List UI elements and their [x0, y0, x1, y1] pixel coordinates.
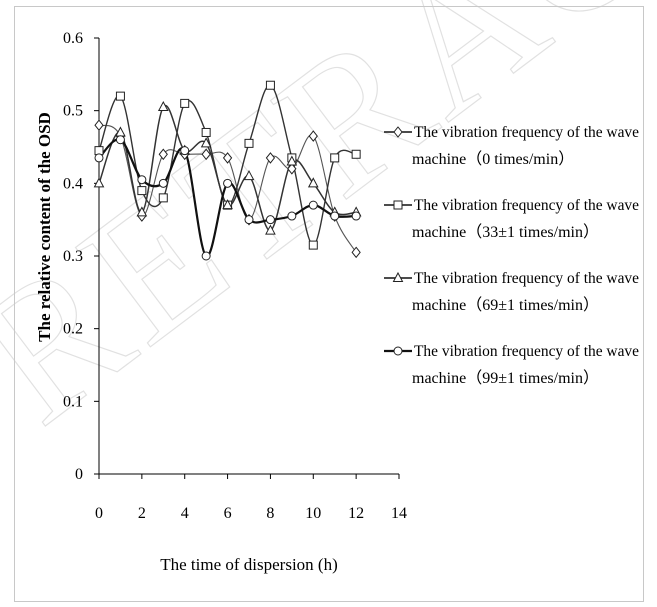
legend-marker-diamond [393, 126, 403, 138]
data-point-circle [244, 215, 254, 225]
legend-marker-square [393, 200, 403, 210]
data-point-triangle [157, 100, 169, 112]
legend-entry-line2: machine（0 times/min） [412, 150, 574, 168]
data-point-triangle [307, 177, 319, 188]
data-point-diamond [158, 148, 168, 161]
x-tick-label: 4 [181, 505, 189, 522]
data-point-triangle [222, 199, 233, 210]
data-point-circle [115, 135, 125, 145]
legend-entry-line1: The vibration frequency of the wave [414, 124, 639, 141]
data-point-diamond [308, 130, 318, 142]
data-point-diamond [265, 152, 276, 164]
data-point-circle [137, 175, 147, 185]
data-point-square [137, 186, 147, 196]
data-point-triangle [136, 206, 148, 217]
data-point-triangle [93, 177, 105, 188]
data-point-circle [201, 251, 211, 261]
data-point-triangle [286, 155, 298, 166]
data-point-diamond [287, 162, 297, 175]
legend-entry-line1: The vibration frequency of the wave [414, 197, 639, 214]
data-point-circle [158, 178, 168, 188]
data-point-square [244, 138, 254, 148]
data-point-diamond [94, 119, 104, 132]
y-tick-label: 0.5 [63, 103, 83, 120]
data-point-square [308, 240, 318, 250]
data-point-square [265, 80, 275, 90]
x-axis-label: The time of dispersion (h) [160, 555, 338, 574]
legend-entry-line1: The vibration frequency of the wave [414, 270, 639, 287]
legend-marker-triangle [392, 271, 404, 282]
data-point-circle [94, 153, 104, 163]
legend-marker-circle [393, 346, 403, 356]
data-point-diamond [351, 246, 361, 259]
x-tick-label: 14 [391, 505, 407, 522]
y-tick-label: 0.3 [63, 248, 83, 265]
legend-entry-line2: machine（99±1 times/min） [412, 369, 599, 387]
legend-entry-line1: The vibration frequency of the wave [414, 343, 639, 360]
chart-frame [14, 6, 644, 602]
data-point-circle [265, 215, 275, 225]
data-point-circle [330, 211, 340, 221]
data-point-circle [223, 178, 233, 188]
legend-entry-line2: machine（69±1 times/min） [412, 296, 599, 314]
data-point-diamond [222, 152, 233, 164]
y-tick-label: 0 [75, 466, 83, 483]
data-point-circle [308, 200, 318, 210]
data-point-square [180, 98, 190, 108]
x-tick-label: 10 [305, 505, 321, 522]
y-tick-label: 0.4 [63, 175, 83, 192]
x-tick-label: 8 [266, 505, 274, 522]
series-markers [93, 80, 362, 261]
data-point-triangle [200, 137, 212, 148]
data-point-square [158, 193, 168, 203]
data-point-triangle [243, 169, 255, 181]
legend-entry-line2: machine（33±1 times/min） [412, 223, 599, 241]
data-point-diamond [201, 148, 211, 161]
x-tick-label: 2 [138, 505, 146, 522]
axes: 0 0.1 0.2 0.3 0.4 0.5 0.6 0 2 4 6 8 10 12 14 [63, 30, 407, 522]
legend: The vibration frequency of the wave machi… [384, 124, 639, 387]
y-tick-label: 0.1 [63, 393, 83, 410]
x-tick-label: 6 [224, 505, 232, 522]
data-point-square [201, 127, 211, 137]
x-tick-label: 0 [95, 505, 103, 522]
data-point-circle [180, 146, 190, 156]
data-point-circle [287, 211, 297, 221]
y-axis-label: The relative content of the OSD [35, 112, 54, 342]
data-point-square [330, 153, 340, 163]
data-point-square [115, 91, 125, 101]
data-point-square [351, 149, 361, 159]
data-point-circle [351, 211, 361, 221]
data-point-triangle [265, 224, 276, 235]
y-tick-label: 0.6 [63, 30, 83, 47]
x-tick-label: 12 [348, 505, 364, 522]
y-tick-label: 0.2 [63, 321, 83, 338]
